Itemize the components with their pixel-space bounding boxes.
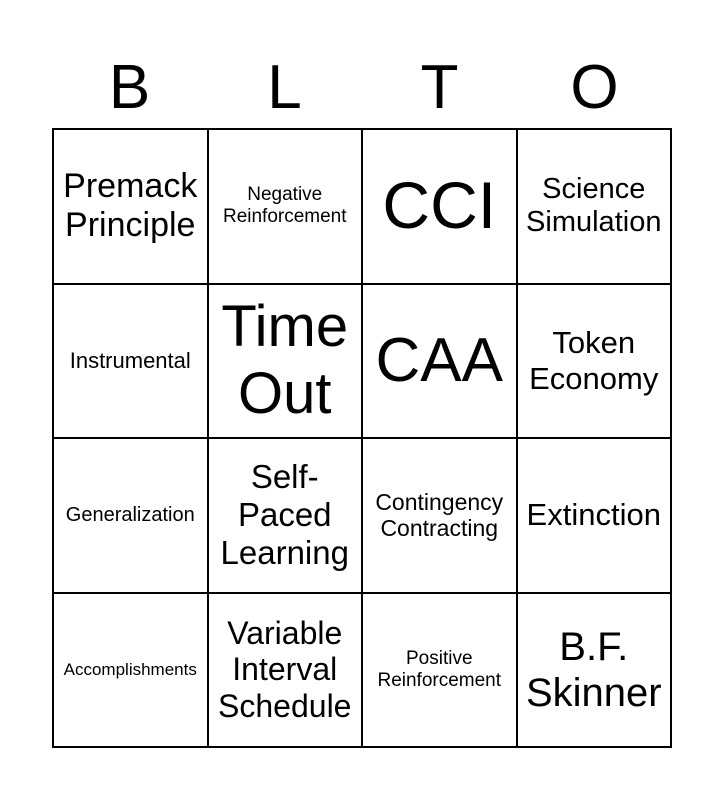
header-letter-b: B (108, 53, 151, 122)
header-letter-l: L (267, 53, 302, 122)
bingo-cell[interactable]: Extinction (516, 438, 671, 593)
bingo-cell[interactable]: Time Out (207, 283, 362, 438)
bingo-cell[interactable]: Token Economy (516, 283, 671, 438)
bingo-cell[interactable]: CCI (362, 129, 517, 284)
bingo-grid: Premack Principle Negative Reinforcement C… (52, 128, 672, 748)
bingo-header: B L T O (52, 50, 672, 126)
header-letter-o: O (570, 53, 619, 122)
bingo-cell[interactable]: B.F. Skinner (516, 592, 671, 747)
bingo-cell[interactable]: Accomplishments (53, 592, 208, 747)
bingo-cell[interactable]: Instrumental (53, 283, 208, 438)
bingo-cell[interactable]: Premack Principle (53, 129, 208, 284)
bingo-cell[interactable]: Positive Reinforcement (362, 592, 517, 747)
bingo-cell[interactable]: Science Simulation (516, 129, 671, 284)
bingo-cell[interactable]: Negative Reinforcement (207, 129, 362, 284)
bingo-cell[interactable]: CAA (362, 283, 517, 438)
header-letter-t: T (420, 53, 459, 122)
bingo-cell[interactable]: Variable Interval Schedule (207, 592, 362, 747)
bingo-cell[interactable]: Contingency Contracting (362, 438, 517, 593)
bingo-cell[interactable]: Self-Paced Learning (207, 438, 362, 593)
bingo-cell[interactable]: Generalization (53, 438, 208, 593)
